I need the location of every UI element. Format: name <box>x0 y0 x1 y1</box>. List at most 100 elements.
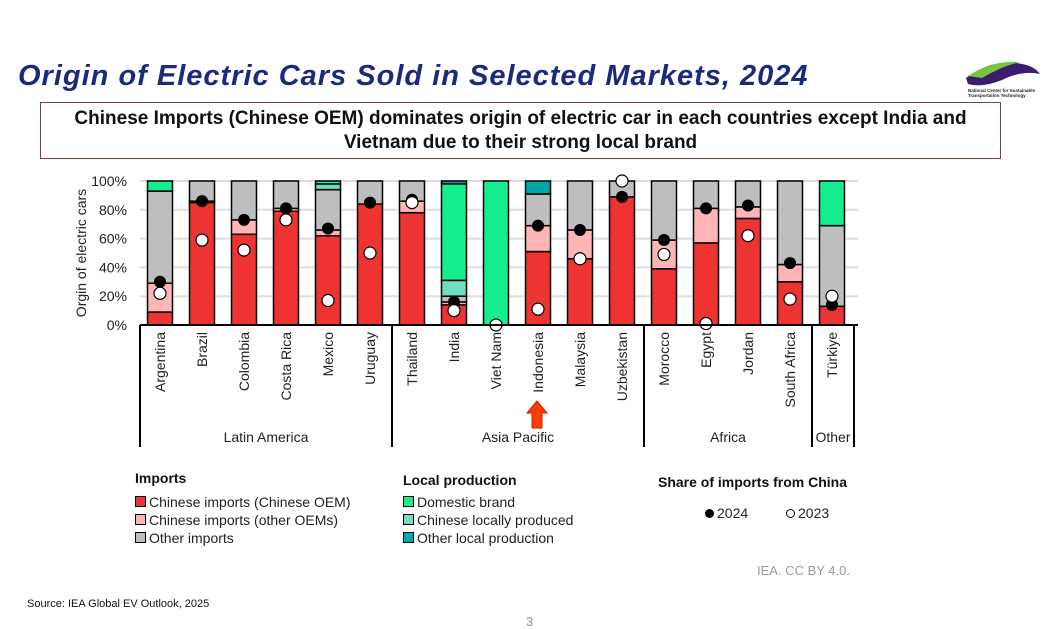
bar-segment-domestic <box>146 180 174 192</box>
legend-swatch <box>403 496 414 507</box>
bar-segment-other_local <box>524 180 552 195</box>
dot-2023 <box>531 302 545 316</box>
legend-dot-2023: 2023 <box>786 505 829 521</box>
x-tick-label: Thailand <box>404 332 420 386</box>
x-tick-label: South Africa <box>782 332 798 408</box>
bar-segment-domestic <box>314 180 342 185</box>
x-tick-label: India <box>446 332 462 363</box>
bar-segment-chinese_oem <box>650 268 678 326</box>
dot-2023 <box>699 316 713 331</box>
legend-item: Domestic brand <box>403 494 515 510</box>
legend-item: Other local production <box>403 530 554 546</box>
legend-swatch <box>403 514 414 525</box>
dot-2023 <box>279 213 293 227</box>
dot-2024 <box>784 257 796 270</box>
logo-text: National Center for Sustainable Transpor… <box>968 88 1036 98</box>
source: Source: IEA Global EV Outlook, 2025 <box>27 598 210 610</box>
dot-2024 <box>658 234 670 247</box>
dot-2023 <box>405 196 419 210</box>
x-tick-label: Viet Nam <box>488 332 504 389</box>
y-tick-label: 20% <box>99 288 127 304</box>
bar-segment-chinese_local <box>314 183 342 191</box>
bar-segment-domestic <box>440 183 468 282</box>
y-tick-label: 80% <box>99 202 127 218</box>
y-tick-label: 40% <box>99 259 127 275</box>
x-tick-label: Indonesia <box>530 332 546 393</box>
bar-segment-chinese_oem <box>188 201 216 326</box>
dot-2024-icon <box>705 509 714 518</box>
group-label: Asia Pacific <box>482 429 554 445</box>
x-tick-label: Brazil <box>194 332 210 367</box>
dot-2023 <box>237 243 251 257</box>
legend-swatch <box>135 532 146 543</box>
dot-2023 <box>657 247 671 262</box>
dot-2024 <box>154 275 166 288</box>
subtitle-box: Chinese Imports (Chinese OEM) dominates … <box>40 102 1001 159</box>
legend-item: Chinese imports (Chinese OEM) <box>135 494 351 510</box>
dot-2023 <box>573 252 587 266</box>
dot-2023 <box>153 286 167 300</box>
dot-2024 <box>700 202 712 215</box>
dot-2024 <box>238 213 250 226</box>
x-tick-label: Malaysia <box>572 332 588 387</box>
dot-2024 <box>532 219 544 232</box>
bar-segment-chinese_oem <box>608 196 636 326</box>
bar-segment-chinese_oem <box>398 211 426 326</box>
bar-segment-chinese_oem <box>356 203 384 326</box>
dot-2023 <box>321 293 335 308</box>
bar-segment-other_local <box>440 180 468 185</box>
dot-2024 <box>196 195 208 208</box>
page-title: Origin of Electric Cars Sold in Selected… <box>18 60 809 92</box>
x-tick-label: Türkiye <box>824 332 840 378</box>
credit: IEA. CC BY 4.0. <box>757 563 850 578</box>
bar-segment-other_imports <box>692 180 720 210</box>
bar-segment-domestic <box>818 180 846 227</box>
bar-segment-chinese_oem <box>692 242 720 326</box>
legend-item: Chinese imports (other OEMs) <box>135 512 338 528</box>
dot-2023 <box>783 292 797 306</box>
bar-segment-other_imports <box>566 180 594 231</box>
dot-2023 <box>363 246 377 260</box>
bar-segment-other_imports <box>776 180 804 266</box>
highlight-arrow-icon <box>525 400 549 429</box>
dot-2023 <box>447 304 461 318</box>
dot-2024 <box>574 223 586 236</box>
bar-segment-domestic <box>482 180 510 326</box>
y-tick-label: 0% <box>107 317 127 333</box>
legend-share-title: Share of imports from China <box>658 474 848 490</box>
group-label: Other <box>815 429 850 445</box>
y-tick-label: 60% <box>99 231 127 247</box>
y-tick-label: 100% <box>91 173 127 189</box>
dot-2024 <box>742 199 754 212</box>
bar-segment-other_imports <box>650 180 678 241</box>
group-label: Latin America <box>224 429 309 445</box>
bar-segment-chinese_local <box>440 279 468 297</box>
bar-segment-chinese_oem <box>566 258 594 326</box>
x-tick-label: Uruguay <box>362 332 378 385</box>
bar-segment-other_imports <box>146 190 174 284</box>
dot-2023 <box>615 174 629 188</box>
legend-imports-title: Imports <box>135 470 187 486</box>
legend-swatch <box>135 514 146 525</box>
x-tick-label: Mexico <box>320 332 336 377</box>
logo <box>966 61 1040 86</box>
legend-swatch <box>403 532 414 543</box>
x-tick-label: Jordan <box>740 332 756 375</box>
dot-2023 <box>195 233 209 247</box>
dot-2024 <box>364 196 376 209</box>
dot-2024 <box>616 190 628 203</box>
x-tick-label: Argentina <box>152 332 168 392</box>
y-axis-label: Orgin of electric cars <box>73 189 89 317</box>
bar-segment-chinese_oem <box>272 210 300 326</box>
legend-swatch <box>135 496 146 507</box>
x-tick-label: Colombia <box>236 332 252 391</box>
legend-item: Chinese locally produced <box>403 512 573 528</box>
x-tick-label: Uzbekistan <box>614 332 630 401</box>
dot-2023 <box>741 229 755 243</box>
legend-item: Other imports <box>135 530 234 546</box>
legend-local-title: Local production <box>403 472 517 488</box>
dot-2023-icon <box>786 509 795 518</box>
dot-2024 <box>280 202 292 215</box>
page-number: 3 <box>526 614 534 629</box>
bar-segment-chinese_oem <box>146 311 174 326</box>
